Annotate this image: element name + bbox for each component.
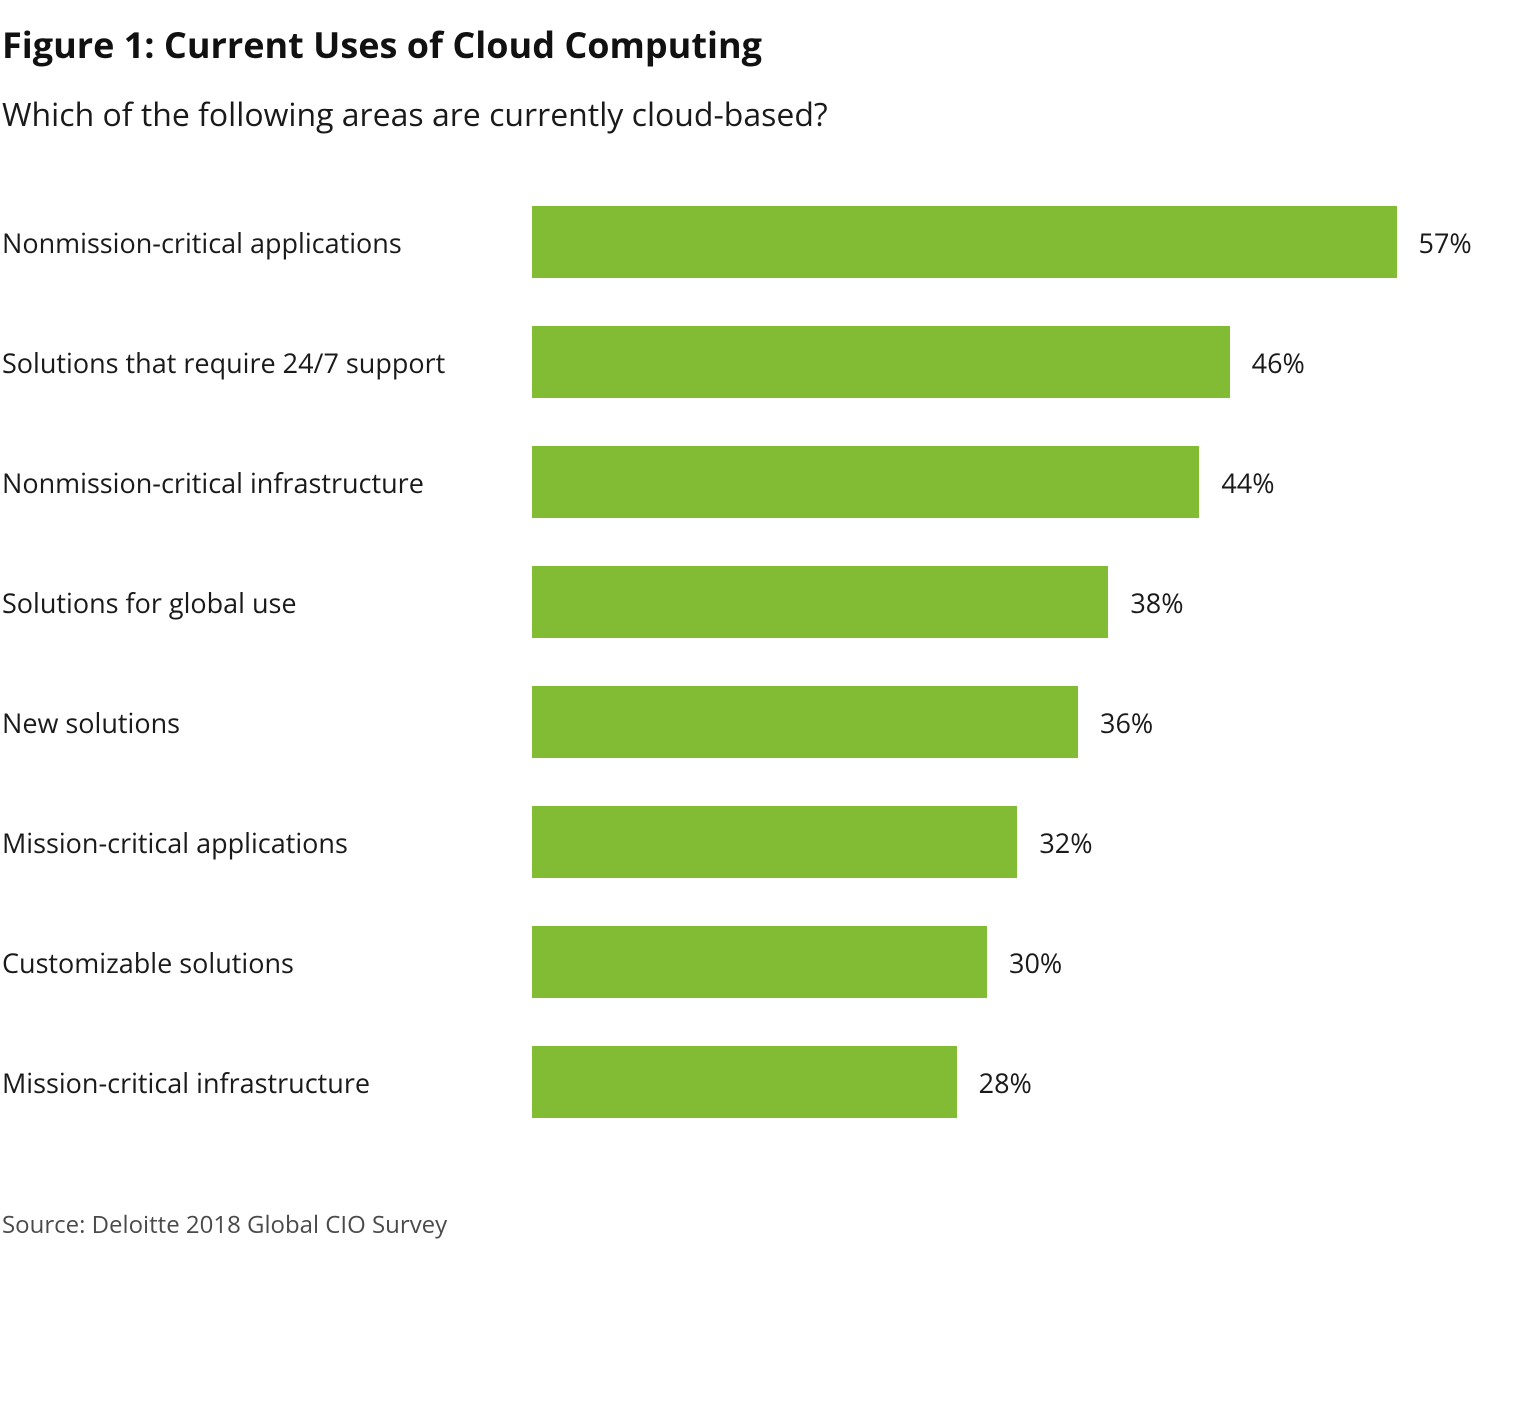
bar-row: Nonmission-critical applications 57% [2, 206, 1506, 278]
bar [532, 686, 1078, 758]
bar-row: Solutions for global use 38% [2, 566, 1506, 638]
category-label: Solutions for global use [2, 584, 532, 621]
figure-title: Figure 1: Current Uses of Cloud Computin… [2, 20, 1506, 69]
bar [532, 926, 987, 998]
category-label: Mission-critical applications [2, 824, 532, 861]
value-label: 36% [1100, 704, 1153, 741]
bar [532, 1046, 957, 1118]
bar-chart: Nonmission-critical applications 57% Solut… [2, 206, 1506, 1118]
value-label: 46% [1252, 344, 1305, 381]
value-label: 44% [1221, 464, 1274, 501]
value-label: 32% [1039, 824, 1092, 861]
category-label: Customizable solutions [2, 944, 532, 981]
value-label: 28% [979, 1064, 1032, 1101]
bar-row: Mission-critical applications 32% [2, 806, 1506, 878]
bar-row: Nonmission-critical infrastructure 44% [2, 446, 1506, 518]
bar [532, 806, 1017, 878]
bar-area: 32% [532, 806, 1506, 878]
bar [532, 326, 1230, 398]
bar [532, 566, 1108, 638]
figure-container: Figure 1: Current Uses of Cloud Computin… [0, 0, 1536, 1271]
bar [532, 206, 1397, 278]
bar-area: 36% [532, 686, 1506, 758]
bar-area: 28% [532, 1046, 1506, 1118]
value-label: 30% [1009, 944, 1062, 981]
bar-row: Customizable solutions 30% [2, 926, 1506, 998]
bar [532, 446, 1199, 518]
bar-area: 30% [532, 926, 1506, 998]
category-label: Nonmission-critical applications [2, 224, 532, 261]
bar-area: 46% [532, 326, 1506, 398]
figure-source: Source: Deloitte 2018 Global CIO Survey [2, 1208, 1506, 1241]
bar-area: 57% [532, 206, 1506, 278]
bar-row: Solutions that require 24/7 support 46% [2, 326, 1506, 398]
bar-area: 44% [532, 446, 1506, 518]
category-label: New solutions [2, 704, 532, 741]
category-label: Solutions that require 24/7 support [2, 344, 532, 381]
value-label: 38% [1130, 584, 1183, 621]
figure-subtitle: Which of the following areas are current… [2, 93, 1506, 136]
value-label: 57% [1419, 224, 1472, 261]
bar-row: New solutions 36% [2, 686, 1506, 758]
bar-area: 38% [532, 566, 1506, 638]
category-label: Mission-critical infrastructure [2, 1064, 532, 1101]
bar-row: Mission-critical infrastructure 28% [2, 1046, 1506, 1118]
category-label: Nonmission-critical infrastructure [2, 464, 532, 501]
